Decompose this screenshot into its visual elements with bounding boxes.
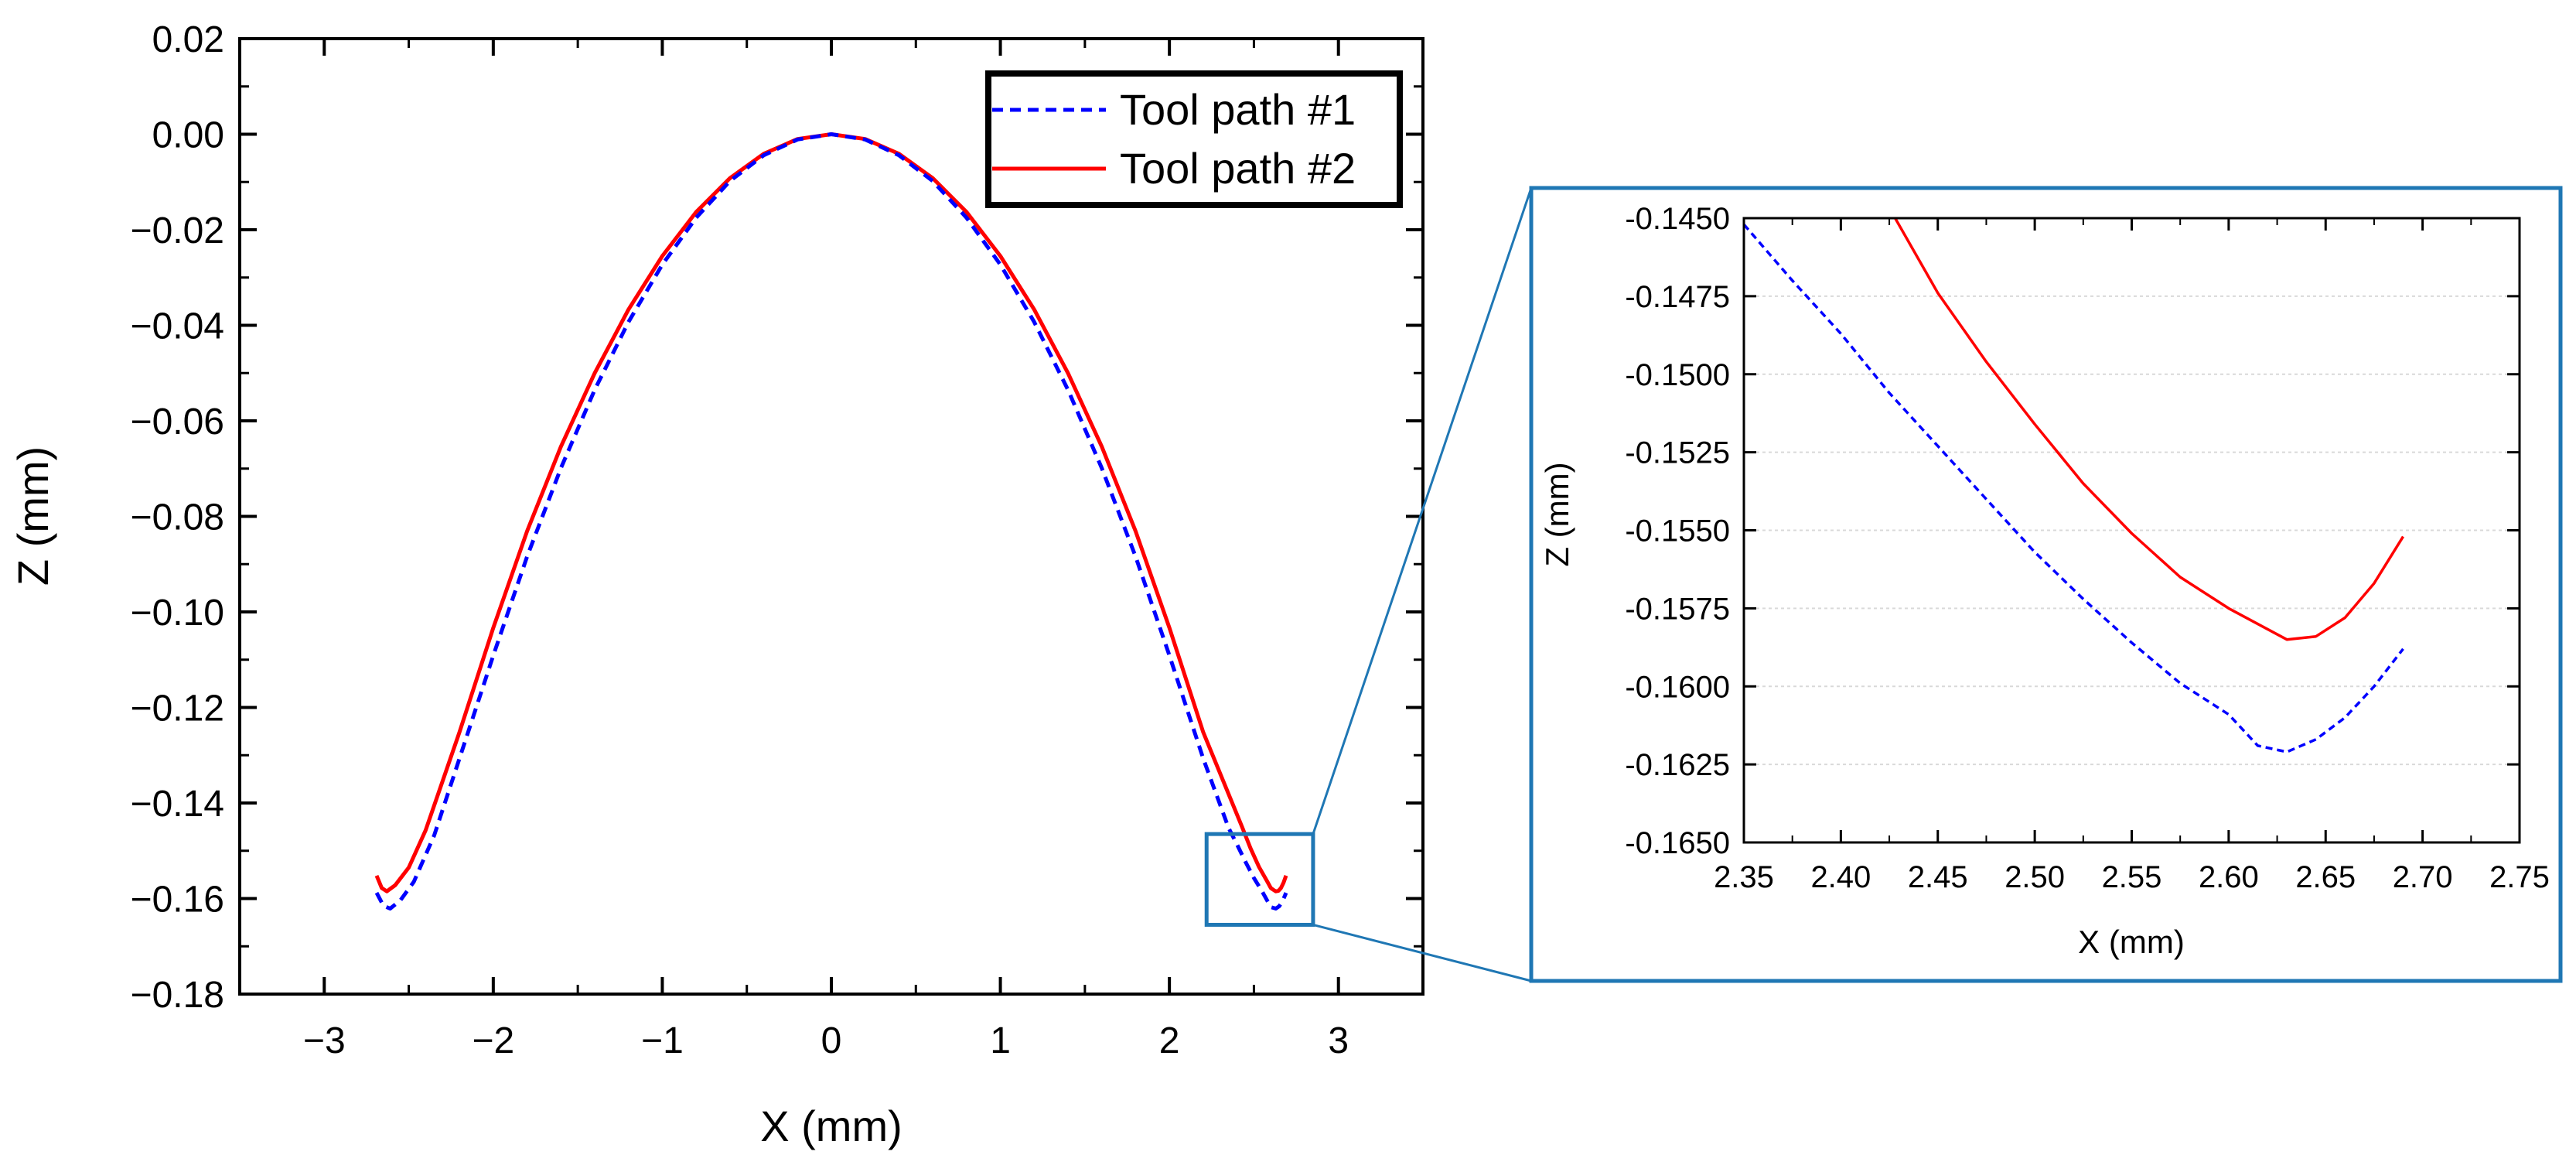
inset-x-tick-label: 2.55 bbox=[2102, 860, 2162, 894]
main-x-tick-label: 3 bbox=[1328, 1020, 1349, 1061]
main-x-axis-label: X (mm) bbox=[760, 1102, 902, 1150]
inset-series-tool-path-2-line bbox=[1894, 217, 2404, 641]
inset-chart: 2.35 2.40 2.45 2.50 2.55 2.60 2.65 2.70 2.75 -0.… bbox=[1529, 186, 2563, 983]
main-x-ticks: −3 −2 −1 0 1 2 3 bbox=[238, 39, 1424, 1061]
main-y-tick-label: −0.08 bbox=[131, 497, 224, 538]
inset-y-ticks: -0.1450 -0.1475 -0.1500 -0.1525 -0.1550 -0.15… bbox=[1625, 202, 2520, 860]
main-chart: −3 −2 −1 0 1 2 3 0.020.00−0.02−0.04−0.06−0.08−… bbox=[9, 19, 1533, 1150]
inset-x-tick-label: 2.50 bbox=[2005, 860, 2065, 894]
inset-y-tick-label: -0.1600 bbox=[1625, 670, 1730, 704]
inset-x-tick-label: 2.75 bbox=[2489, 860, 2550, 894]
main-y-tick-label: −0.14 bbox=[131, 784, 224, 825]
main-x-tick-label: −3 bbox=[303, 1020, 346, 1061]
inset-y-tick-label: -0.1650 bbox=[1625, 826, 1730, 860]
main-y-tick-label: 0.02 bbox=[152, 19, 224, 60]
inset-y-tick-label: -0.1475 bbox=[1625, 280, 1730, 314]
inset-series-group bbox=[1742, 217, 2404, 753]
inset-y-tick-label: -0.1450 bbox=[1625, 202, 1730, 236]
main-x-tick-label: 2 bbox=[1159, 1020, 1180, 1061]
inset-x-tick-label: 2.45 bbox=[1908, 860, 1968, 894]
inset-x-tick-label: 2.40 bbox=[1810, 860, 1871, 894]
legend-label-tool-path-1: Tool path #1 bbox=[1120, 85, 1356, 134]
main-y-tick-label: −0.10 bbox=[131, 593, 224, 634]
inset-x-ticks: 2.35 2.40 2.45 2.50 2.55 2.60 2.65 2.70 2.75 bbox=[1714, 218, 2550, 894]
inset-y-tick-label: -0.1575 bbox=[1625, 592, 1730, 626]
inset-y-tick-label: -0.1500 bbox=[1625, 358, 1730, 392]
main-x-tick-label: 1 bbox=[990, 1020, 1011, 1061]
zoom-connector-bottom bbox=[1312, 924, 1532, 982]
main-y-tick-label: −0.04 bbox=[131, 306, 224, 347]
main-y-ticks: 0.02 0.00 −0.02 −0.04 −0.06 −0.08 −0.10 −0.12 −0… bbox=[131, 19, 1423, 1016]
inset-y-axis-label: Z (mm) bbox=[1539, 462, 1575, 566]
inset-border bbox=[1529, 186, 2563, 983]
inset-x-tick-label: 2.70 bbox=[2393, 860, 2453, 894]
main-y-tick-label: −0.16 bbox=[131, 880, 224, 921]
main-x-tick-label: −1 bbox=[641, 1020, 684, 1061]
main-y-tick-label: −0.02 bbox=[131, 210, 224, 251]
inset-x-tick-label: 2.60 bbox=[2199, 860, 2259, 894]
inset-y-tick-label: -0.1625 bbox=[1625, 748, 1730, 782]
inset-x-axis-label: X (mm) bbox=[2078, 924, 2185, 960]
main-x-tick-label: −2 bbox=[472, 1020, 514, 1061]
main-y-tick-label: −0.18 bbox=[131, 975, 224, 1016]
main-series-group bbox=[374, 132, 1288, 911]
main-series-tool-path-1-line bbox=[374, 132, 1288, 911]
legend-label-tool-path-2: Tool path #2 bbox=[1120, 144, 1356, 193]
inset-y-tick-label: -0.1525 bbox=[1625, 436, 1730, 470]
main-y-tick-label: −0.06 bbox=[131, 401, 224, 442]
legend: Tool path #1 Tool path #2 bbox=[985, 70, 1403, 208]
main-y-axis-label: Z (mm) bbox=[9, 446, 57, 586]
inset-y-tick-label: -0.1550 bbox=[1625, 514, 1730, 548]
inset-series-tool-path-1-line bbox=[1742, 223, 2404, 753]
legend-box bbox=[985, 70, 1403, 208]
main-y-tick-label: 0.00 bbox=[152, 115, 224, 156]
zoom-region-box bbox=[1204, 832, 1315, 927]
inset-x-tick-label: 2.65 bbox=[2295, 860, 2356, 894]
main-series-tool-path-2-line bbox=[374, 132, 1288, 894]
inset-x-tick-label: 2.35 bbox=[1714, 860, 1774, 894]
inset-grid bbox=[1744, 295, 2520, 766]
main-y-tick-label: −0.12 bbox=[131, 689, 224, 730]
main-x-tick-label: 0 bbox=[821, 1020, 842, 1061]
zoom-connector-top bbox=[1312, 187, 1533, 835]
